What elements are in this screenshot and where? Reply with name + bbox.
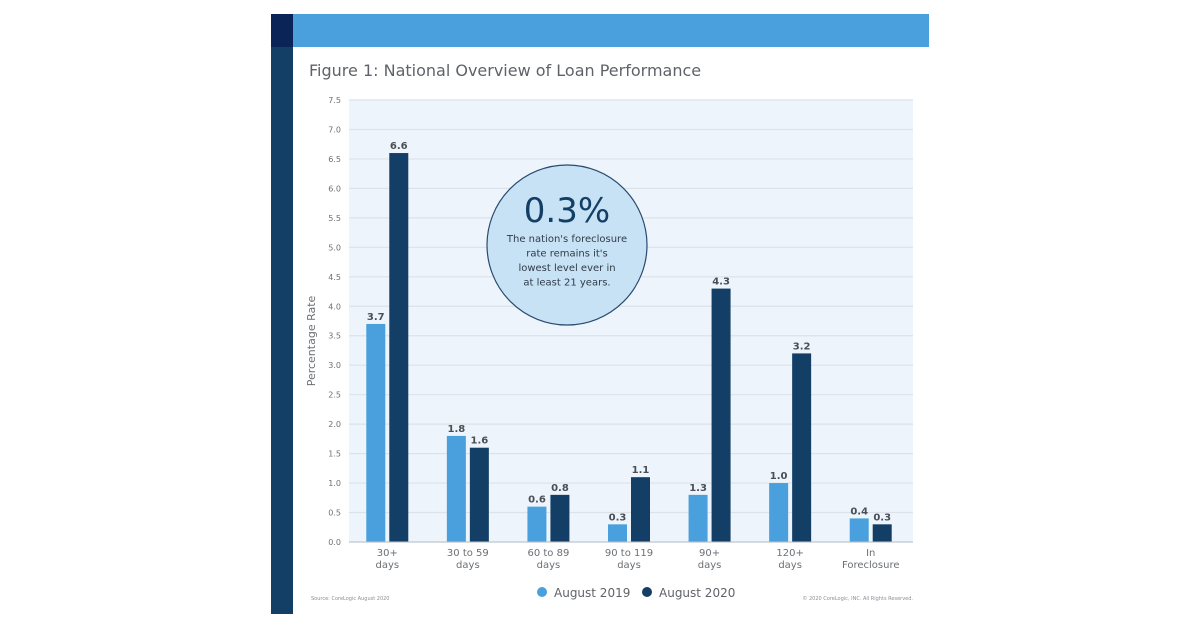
legend-marker	[642, 587, 652, 597]
bar	[469, 447, 489, 542]
callout-text: The nation's foreclosure	[506, 234, 627, 245]
bar	[872, 524, 892, 542]
bar	[446, 435, 466, 542]
bar	[631, 477, 650, 542]
bar	[849, 518, 869, 542]
data-label: 4.3	[712, 277, 730, 288]
x-tick-label: days	[537, 560, 561, 571]
x-tick-label: 90+	[699, 548, 720, 559]
x-tick-label: 120+	[776, 548, 803, 559]
x-tick-label: 30 to 59	[447, 548, 489, 559]
bar	[792, 353, 812, 542]
y-tick-label: 2.5	[328, 391, 341, 400]
x-tick-label: days	[456, 560, 480, 571]
y-tick-label: 0.5	[328, 509, 341, 518]
callout-text: rate remains it's	[526, 249, 608, 260]
chart-title: Figure 1: National Overview of Loan Perf…	[309, 61, 702, 80]
callout-circle	[486, 164, 648, 326]
side-bar	[271, 14, 293, 614]
y-tick-label: 6.0	[328, 184, 341, 193]
y-tick-label: 4.0	[328, 302, 341, 311]
y-tick-label: 7.0	[328, 125, 341, 134]
bar	[608, 524, 627, 542]
data-label: 1.0	[770, 471, 788, 482]
data-label: 1.6	[470, 436, 488, 447]
bar	[769, 483, 789, 542]
x-tick-label: days	[617, 560, 641, 571]
y-tick-label: 1.0	[328, 479, 341, 488]
data-label: 6.6	[390, 141, 408, 152]
data-label: 3.7	[367, 312, 385, 323]
y-tick-label: 7.5	[328, 96, 341, 105]
data-label: 1.3	[689, 483, 707, 494]
legend-label: August 2019	[554, 586, 630, 600]
copyright-note: © 2020 CoreLogic, INC. All Rights Reserv…	[802, 595, 913, 602]
x-tick-label: In	[866, 548, 875, 559]
data-label: 1.8	[447, 424, 465, 435]
y-axis-label: Percentage Rate	[305, 295, 318, 386]
legend-label: August 2020	[659, 586, 735, 600]
source-note: Source: CoreLogic August 2020	[311, 596, 390, 602]
y-tick-label: 0.0	[328, 538, 341, 547]
data-label: 0.3	[873, 512, 891, 523]
x-tick-label: 60 to 89	[527, 548, 569, 559]
data-label: 3.2	[793, 341, 811, 352]
y-tick-label: 2.0	[328, 420, 341, 429]
data-label: 0.4	[850, 506, 868, 517]
y-tick-label: 5.0	[328, 243, 341, 252]
bar	[389, 153, 409, 543]
callout-text: lowest level ever in	[518, 263, 615, 274]
callout-value: 0.3%	[524, 191, 610, 231]
y-tick-label: 3.5	[328, 332, 341, 341]
x-tick-label: days	[778, 560, 802, 571]
x-tick-label: days	[375, 560, 399, 571]
y-tick-label: 1.5	[328, 450, 341, 459]
bar	[711, 288, 731, 542]
data-label: 0.3	[609, 512, 627, 523]
callout-text: at least 21 years.	[523, 278, 610, 289]
plot-area	[349, 100, 913, 542]
bar	[527, 506, 547, 542]
y-tick-label: 5.5	[328, 214, 341, 223]
y-tick-label: 4.5	[328, 273, 341, 282]
x-tick-label: 30+	[377, 548, 398, 559]
x-tick-label: Foreclosure	[842, 560, 900, 571]
header-bar	[293, 14, 929, 47]
y-tick-label: 3.0	[328, 361, 341, 370]
legend-marker	[537, 587, 547, 597]
data-label: 1.1	[632, 465, 650, 476]
y-tick-label: 6.5	[328, 155, 341, 164]
data-label: 0.8	[551, 483, 569, 494]
x-tick-label: 90 to 119	[605, 548, 653, 559]
data-label: 0.6	[528, 495, 546, 506]
bar	[688, 494, 708, 542]
x-tick-label: days	[698, 560, 722, 571]
bar	[550, 494, 570, 542]
corner-block	[271, 14, 293, 47]
bar	[366, 323, 386, 542]
